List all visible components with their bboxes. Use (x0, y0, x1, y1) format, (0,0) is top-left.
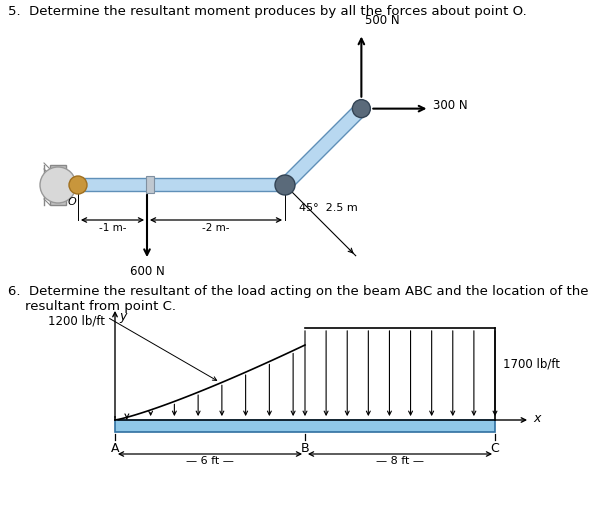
Text: B: B (301, 442, 309, 455)
Bar (78, 178, 285, 191)
Text: resultant from point C.: resultant from point C. (8, 300, 176, 313)
Polygon shape (280, 103, 366, 190)
Text: O: O (68, 197, 77, 207)
Text: -1 m-: -1 m- (98, 223, 126, 233)
Text: 600 N: 600 N (130, 265, 164, 278)
Circle shape (275, 175, 295, 195)
Text: 6.  Determine the resultant of the load acting on the beam ABC and the location : 6. Determine the resultant of the load a… (8, 285, 588, 298)
Text: x: x (533, 412, 541, 425)
Circle shape (352, 100, 370, 118)
Text: — 8 ft —: — 8 ft — (376, 456, 424, 466)
Text: — 6 ft —: — 6 ft — (186, 456, 234, 466)
Text: A: A (111, 442, 119, 455)
Text: y: y (119, 310, 126, 323)
Text: 300 N: 300 N (433, 99, 468, 112)
Bar (146, 176, 155, 193)
Bar (50, 165, 66, 205)
Circle shape (40, 167, 76, 203)
Text: 1200 lb/ft: 1200 lb/ft (48, 315, 105, 328)
Text: 500 N: 500 N (365, 14, 400, 27)
Circle shape (69, 176, 87, 194)
Text: 1700 lb/ft: 1700 lb/ft (503, 358, 560, 371)
Text: 45°  2.5 m: 45° 2.5 m (299, 203, 358, 213)
Bar (115, 420, 495, 432)
Text: 5.  Determine the resultant moment produces by all the forces about point O.: 5. Determine the resultant moment produc… (8, 5, 527, 18)
Text: -2 m-: -2 m- (202, 223, 230, 233)
Text: C: C (490, 442, 500, 455)
